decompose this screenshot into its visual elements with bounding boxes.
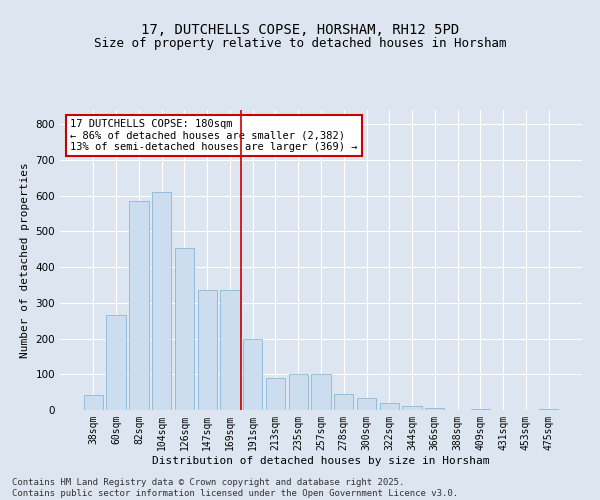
Bar <box>197 290 217 410</box>
Bar <box>266 378 285 410</box>
Bar <box>289 374 308 410</box>
Bar <box>84 395 103 410</box>
Text: 17 DUTCHELLS COPSE: 180sqm
← 86% of detached houses are smaller (2,382)
13% of s: 17 DUTCHELLS COPSE: 180sqm ← 86% of deta… <box>70 119 358 152</box>
Bar <box>425 408 445 410</box>
Bar <box>106 316 126 410</box>
Bar <box>243 338 262 410</box>
Bar <box>357 398 376 410</box>
Y-axis label: Number of detached properties: Number of detached properties <box>20 162 30 358</box>
X-axis label: Distribution of detached houses by size in Horsham: Distribution of detached houses by size … <box>152 456 490 466</box>
Bar <box>403 406 422 410</box>
Bar <box>470 409 490 410</box>
Bar <box>129 201 149 410</box>
Text: 17, DUTCHELLS COPSE, HORSHAM, RH12 5PD: 17, DUTCHELLS COPSE, HORSHAM, RH12 5PD <box>141 22 459 36</box>
Bar <box>334 394 353 410</box>
Bar <box>311 374 331 410</box>
Text: Size of property relative to detached houses in Horsham: Size of property relative to detached ho… <box>94 38 506 51</box>
Bar <box>380 403 399 410</box>
Bar <box>152 192 172 410</box>
Text: Contains HM Land Registry data © Crown copyright and database right 2025.
Contai: Contains HM Land Registry data © Crown c… <box>12 478 458 498</box>
Bar <box>175 248 194 410</box>
Bar <box>220 290 239 410</box>
